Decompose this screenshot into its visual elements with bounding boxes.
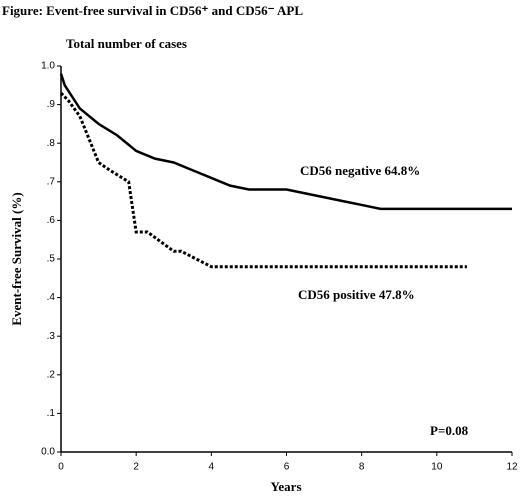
- survival-curve: [59, 73, 512, 211]
- y-tick-label: .6: [47, 215, 56, 226]
- x-tick-label: 2: [133, 462, 139, 473]
- x-axis-label: Years: [270, 479, 301, 494]
- y-axis-label: Event-free Survival (%): [9, 192, 24, 325]
- x-tick-label: 12: [506, 462, 518, 473]
- y-tick-label: .8: [47, 138, 56, 149]
- y-tick-label: 1.0: [41, 61, 55, 72]
- x-tick-label: 8: [359, 462, 365, 473]
- x-tick-label: 4: [209, 462, 215, 473]
- chart-subtitle: Total number of cases: [66, 36, 187, 51]
- annotation: P=0.08: [430, 423, 469, 438]
- y-tick-label: .2: [47, 369, 56, 380]
- y-tick-label: .9: [47, 99, 56, 110]
- y-tick-label: .1: [47, 408, 56, 419]
- y-tick-label: 0.0: [41, 447, 55, 458]
- y-tick-label: .3: [47, 331, 56, 342]
- x-tick-label: 10: [431, 462, 443, 473]
- y-tick-label: .4: [47, 292, 56, 303]
- y-tick-label: .7: [47, 176, 56, 187]
- y-tick-label: .5: [47, 254, 56, 265]
- survival-curve: [59, 91, 467, 269]
- x-tick-label: 0: [58, 462, 64, 473]
- annotation: CD56 negative 64.8%: [300, 163, 420, 178]
- annotation: CD56 positive 47.8%: [298, 287, 415, 302]
- x-tick-label: 6: [284, 462, 290, 473]
- chart-title: Figure: Event-free survival in CD56⁺ and…: [2, 3, 303, 18]
